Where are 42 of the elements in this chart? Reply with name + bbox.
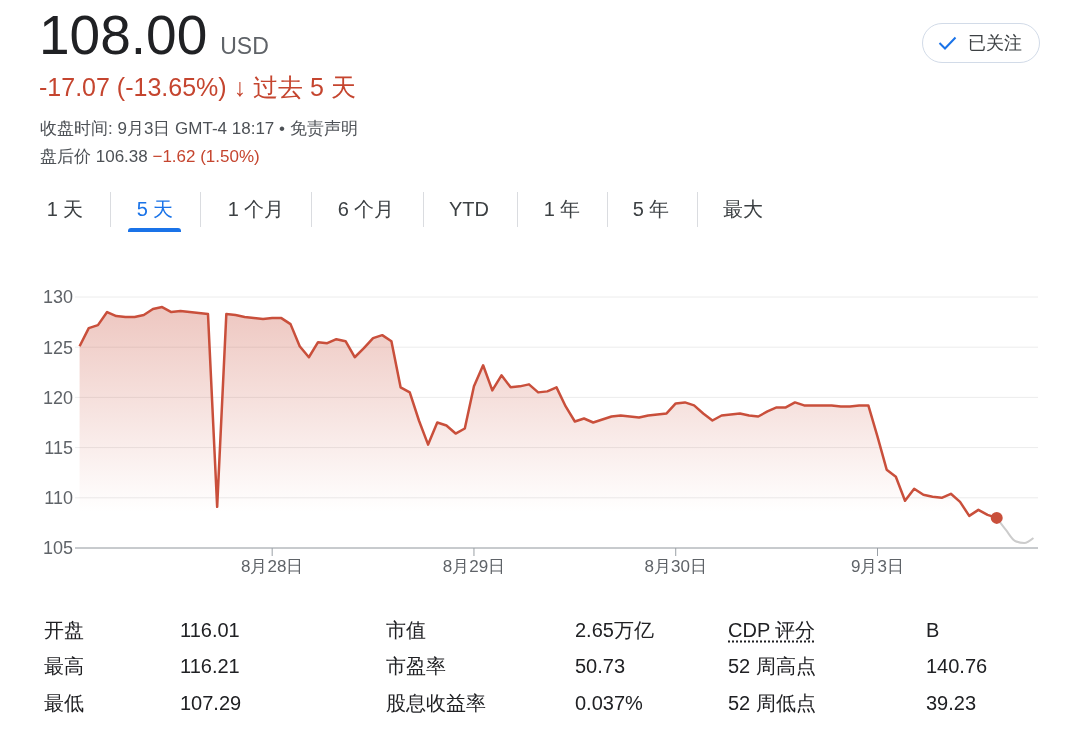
text: 1 天 (46, 196, 84, 222)
text: 5 年 (632, 196, 670, 222)
y-tick-label: 115 (44, 437, 73, 458)
y-tick-label: 120 (42, 387, 73, 408)
text: 116.01 (180, 618, 240, 642)
text: 140.76 (926, 654, 988, 678)
text: 107.29 (180, 691, 242, 715)
text: 最大 (723, 196, 763, 222)
text: 市盈率 (386, 653, 446, 679)
x-tick-label: 8月28日 (241, 557, 304, 577)
text: −1.62 (1.50%) (152, 146, 260, 166)
x-tick-label: 9月3日 (851, 557, 904, 577)
text: 39.23 (926, 691, 977, 715)
y-tick-label: 125 (42, 337, 73, 358)
text: 盘后价 106.38 (40, 146, 148, 166)
text: 50.73 (575, 654, 626, 678)
text: B (926, 618, 940, 642)
text: 52 周低点 (728, 690, 816, 716)
text: 52 周高点 (728, 653, 816, 679)
text: YTD (449, 197, 489, 221)
text: 1 年 (543, 196, 581, 222)
text: 市值 (386, 617, 426, 643)
x-tick-label: 8月29日 (442, 557, 506, 577)
text: 5 天 (136, 196, 174, 222)
text: 1 个月 (227, 196, 285, 222)
y-tick-label: 130 (42, 287, 73, 308)
y-tick-label: 110 (44, 488, 73, 509)
text: CDP 评分 (728, 617, 816, 643)
text: 已关注 (968, 32, 1022, 55)
text: 股息收益率 (386, 690, 486, 716)
text: 最高 (44, 653, 84, 679)
text: 收盘时间: 9月3日 GMT-4 18:17 • 免责声明 (40, 117, 358, 140)
chart-title: 108.00 USD (39, 3, 269, 67)
x-tick-label: 8月30日 (644, 557, 707, 577)
chart-subtitle: -17.07 (-13.65%) ↓ 过去 5 天 (39, 71, 356, 103)
text: 2.65万亿 (575, 617, 654, 643)
y-tick-label: 105 (42, 538, 73, 559)
text: 0.037% (575, 691, 643, 715)
text: 最低 (44, 690, 84, 716)
text: 6 个月 (337, 196, 395, 222)
text: 116.21 (180, 654, 240, 678)
text: 开盘 (44, 617, 84, 643)
